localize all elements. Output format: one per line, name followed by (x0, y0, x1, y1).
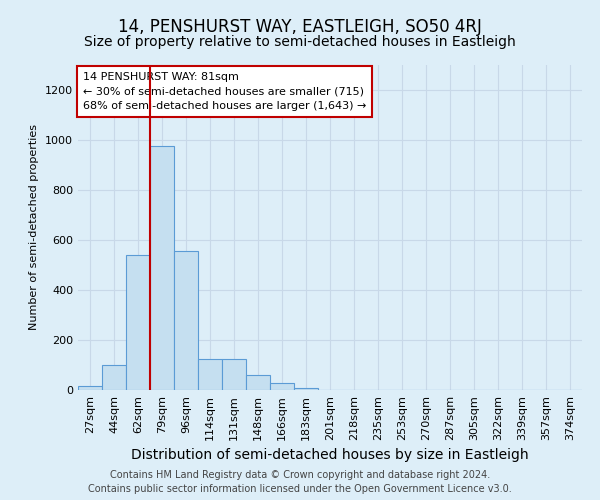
Bar (222, 359, 246, 390)
Bar (78, 386, 102, 390)
Bar (126, 255, 150, 390)
Text: 14 PENSHURST WAY: 81sqm
← 30% of semi-detached houses are smaller (715)
68% of s: 14 PENSHURST WAY: 81sqm ← 30% of semi-de… (83, 72, 367, 111)
Y-axis label: Number of semi-detached properties: Number of semi-detached properties (29, 124, 40, 330)
Bar (150, 146, 174, 390)
Bar (174, 251, 198, 390)
X-axis label: Distribution of semi-detached houses by size in Eastleigh: Distribution of semi-detached houses by … (131, 448, 529, 462)
Text: 14, PENSHURST WAY, EASTLEIGH, SO50 4RJ: 14, PENSHURST WAY, EASTLEIGH, SO50 4RJ (118, 18, 482, 36)
Bar (294, 388, 318, 390)
Text: Contains HM Land Registry data © Crown copyright and database right 2024.
Contai: Contains HM Land Registry data © Crown c… (88, 470, 512, 494)
Bar (198, 359, 222, 390)
Bar (246, 375, 270, 390)
Bar (270, 382, 294, 390)
Text: Size of property relative to semi-detached houses in Eastleigh: Size of property relative to semi-detach… (84, 35, 516, 49)
Bar (102, 365, 126, 390)
